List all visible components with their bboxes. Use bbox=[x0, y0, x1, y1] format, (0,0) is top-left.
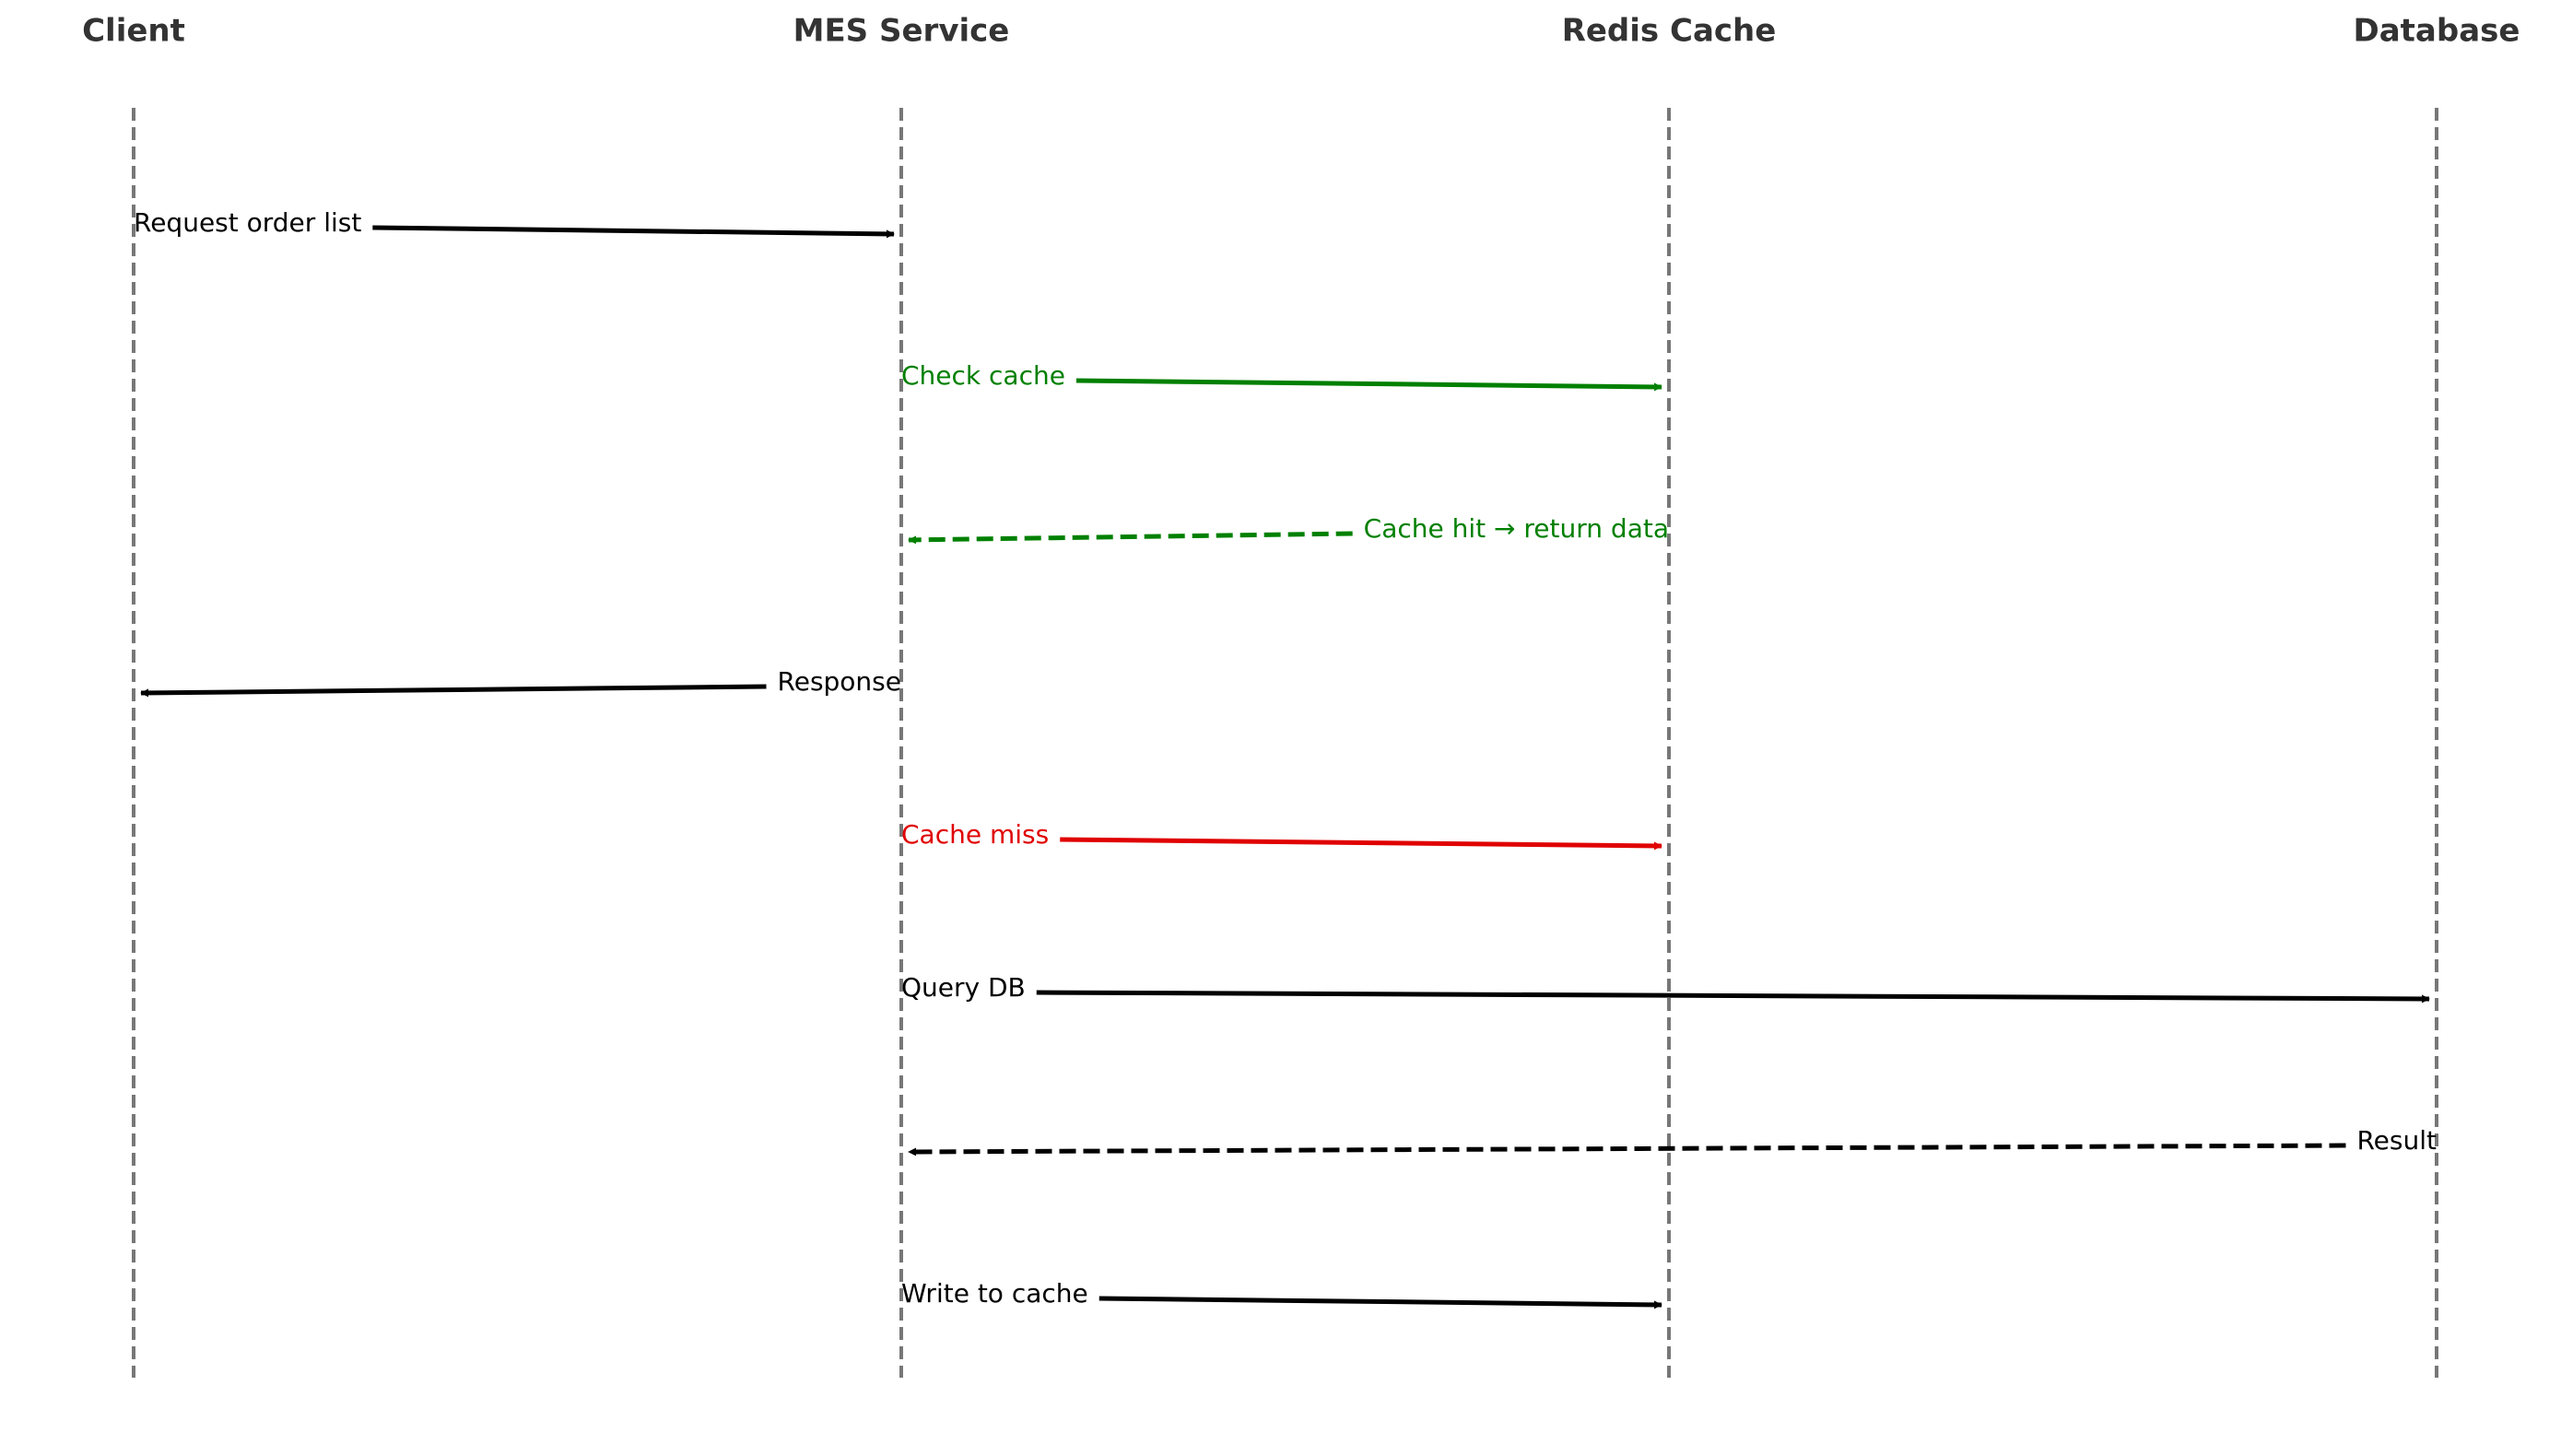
message-label: Cache hit → return data bbox=[1364, 513, 1669, 544]
message-label: Response bbox=[778, 666, 901, 697]
message-arrow bbox=[1060, 837, 1662, 851]
message-label: Cache miss bbox=[901, 819, 1049, 850]
message-1: Request order list bbox=[134, 207, 895, 239]
message-label: Query DB bbox=[901, 972, 1026, 1003]
message-5: Cache miss bbox=[901, 819, 1662, 851]
participant-mes: MES Service bbox=[793, 13, 1010, 50]
message-label: Result bbox=[2356, 1125, 2437, 1156]
message-8: Write to cache bbox=[901, 1278, 1662, 1309]
message-arrow bbox=[372, 225, 895, 239]
message-label: Check cache bbox=[901, 360, 1065, 391]
message-arrow bbox=[140, 684, 767, 698]
message-4: Response bbox=[140, 666, 901, 698]
message-3: Cache hit → return data bbox=[908, 513, 1669, 545]
message-7: Result bbox=[908, 1125, 2437, 1157]
participant-redis: Redis Cache bbox=[1562, 13, 1777, 50]
participant-client: Client bbox=[82, 13, 185, 50]
message-label: Write to cache bbox=[901, 1278, 1088, 1309]
message-arrow bbox=[1098, 1296, 1662, 1309]
message-arrow bbox=[1036, 990, 2430, 1004]
participant-db: Database bbox=[2354, 13, 2520, 50]
message-arrow bbox=[908, 531, 1353, 545]
message-arrow bbox=[908, 1143, 2346, 1157]
message-label: Request order list bbox=[134, 207, 361, 238]
message-6: Query DB bbox=[901, 972, 2430, 1004]
message-2: Check cache bbox=[901, 360, 1662, 392]
message-arrow bbox=[1075, 378, 1662, 392]
